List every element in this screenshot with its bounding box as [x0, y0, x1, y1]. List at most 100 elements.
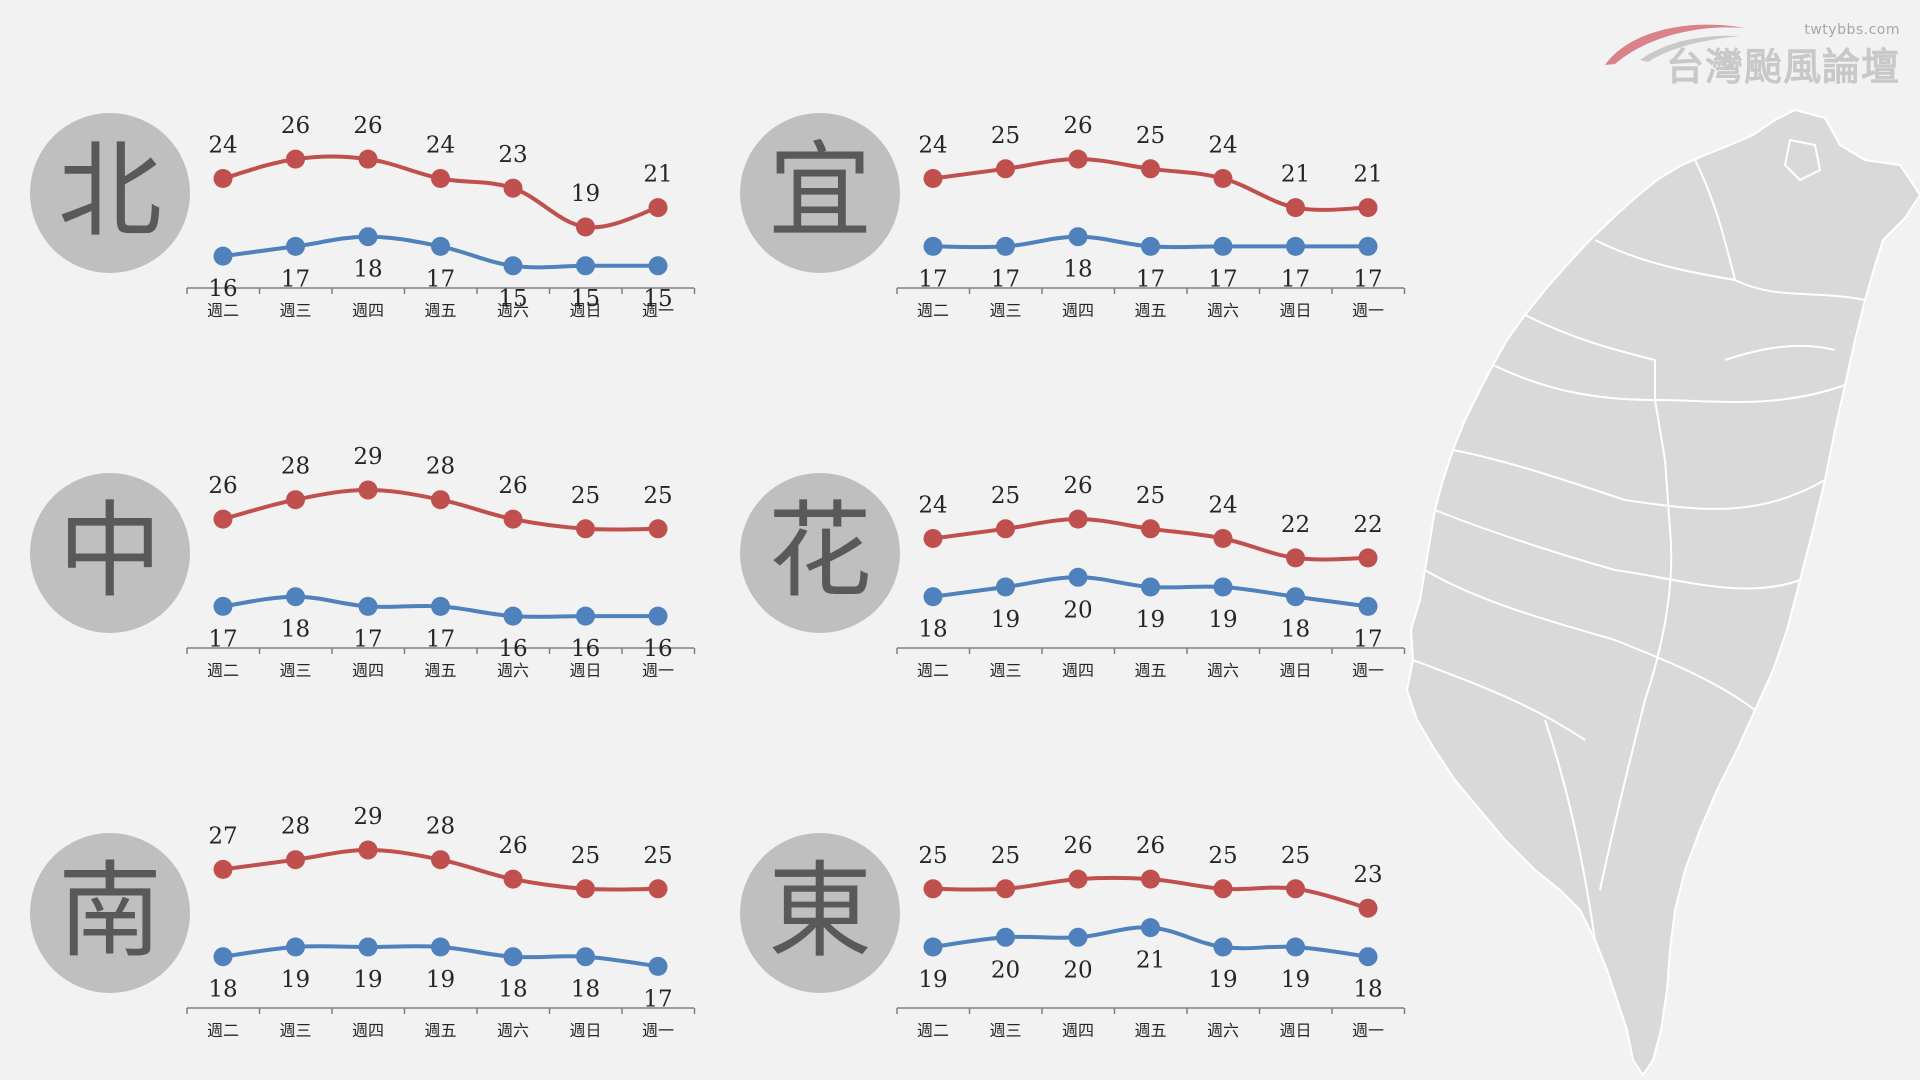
region-label: 南 [57, 850, 162, 972]
high-temp-label: 19 [571, 181, 600, 207]
x-tick-label: 週四 [1062, 661, 1094, 680]
high-temp-point [996, 519, 1015, 539]
x-tick-label: 週日 [1279, 661, 1311, 680]
x-tick-label: 週四 [352, 1021, 384, 1040]
low-temp-label: 17 [281, 266, 310, 292]
high-temp-label: 29 [353, 444, 382, 470]
high-temp-label: 24 [1208, 493, 1237, 519]
low-temp-point [1213, 236, 1233, 256]
x-tick-label: 週五 [1134, 661, 1166, 680]
low-temp-point [431, 236, 450, 256]
high-temp-point [923, 879, 943, 899]
x-tick-label: 週三 [989, 301, 1021, 320]
low-temp-label: 15 [643, 286, 672, 312]
low-temp-label: 17 [1353, 626, 1382, 652]
region-label: 東 [767, 850, 872, 972]
high-temp-point [431, 169, 450, 188]
low-temp-label: 18 [498, 977, 527, 1003]
high-temp-label: 22 [1353, 512, 1382, 538]
x-tick-label: 週五 [424, 1021, 456, 1040]
swoosh-icon [1605, 24, 1745, 65]
x-tick-label: 週六 [497, 301, 529, 320]
high-temp-point [1213, 169, 1233, 188]
x-tick-label: 週三 [279, 661, 311, 680]
high-temp-point [213, 509, 233, 529]
low-temp-label: 17 [1281, 266, 1310, 292]
x-tick-label: 週三 [279, 1021, 311, 1040]
low-temp-label: 18 [281, 617, 310, 643]
taiwan-island-shape [1405, 108, 1920, 1077]
low-temp-label: 15 [498, 286, 527, 312]
low-temp-point [1286, 236, 1305, 256]
x-tick-label: 週六 [1207, 661, 1239, 680]
low-temp-point [431, 937, 450, 957]
high-temp-point [576, 217, 595, 237]
low-temp-point [1068, 227, 1088, 247]
high-temp-point [648, 879, 668, 899]
high-temp-point [923, 529, 943, 548]
low-temp-point [358, 227, 378, 247]
low-temp-point [1068, 567, 1088, 587]
low-temp-point [576, 606, 595, 626]
high-temp-label: 25 [571, 483, 600, 509]
high-temp-label: 25 [643, 843, 672, 869]
line-chart: 週二 週三 週四 週五 週六 週日 週一 24 25 26 25 24 21 21 17 17 18 17 17 17… [896, 113, 1406, 320]
low-temp-label: 19 [918, 967, 947, 993]
high-temp-point [1358, 898, 1378, 918]
high-temp-point [431, 490, 450, 510]
x-tick-label: 週日 [569, 301, 601, 320]
forecast-panel: 南週二 週三 週四 週五 週六 週日 週一 27 28 29 28 26 25 25 18 19 19 19 18 1… [30, 770, 750, 1070]
low-temp-point [213, 246, 233, 266]
high-temp-label: 23 [1353, 862, 1382, 888]
x-tick-label: 週一 [642, 301, 674, 320]
low-temp-label: 18 [918, 617, 947, 643]
x-tick-label: 週五 [424, 661, 456, 680]
high-temp-label: 24 [918, 133, 947, 159]
high-temp-point [1286, 879, 1305, 899]
low-temp-point [1358, 947, 1378, 967]
low-temp-label: 17 [1353, 266, 1382, 292]
high-temp-point [213, 859, 233, 879]
x-tick-label: 週五 [1134, 301, 1166, 320]
taiwan-map [1405, 108, 1920, 1077]
x-tick-label: 週二 [917, 301, 949, 320]
region-badge: 東 [740, 833, 900, 993]
low-temp-label: 17 [643, 986, 672, 1012]
high-temp-label: 26 [498, 833, 527, 859]
high-temp-point [431, 850, 450, 870]
low-temp-label: 15 [571, 286, 600, 312]
high-temp-label: 28 [281, 814, 310, 840]
low-temp-point [213, 947, 233, 967]
high-temp-label: 21 [1353, 162, 1382, 188]
low-temp-label: 16 [643, 636, 672, 662]
low-temp-point [503, 606, 523, 626]
low-temp-label: 18 [571, 977, 600, 1003]
high-temp-label: 25 [991, 483, 1020, 509]
low-temp-label: 17 [1208, 266, 1237, 292]
x-tick-label: 週一 [642, 661, 674, 680]
x-tick-label: 週六 [497, 1021, 529, 1040]
high-temp-label: 23 [498, 142, 527, 168]
region-badge: 花 [740, 473, 900, 633]
high-temp-label: 28 [281, 454, 310, 480]
low-temp-label: 17 [918, 266, 947, 292]
high-temp-point [1358, 198, 1378, 218]
line-chart: 週二 週三 週四 週五 週六 週日 週一 24 26 26 24 23 19 21 16 17 18 17 15 15… [186, 113, 696, 320]
region-badge: 北 [30, 113, 190, 273]
x-tick-label: 週三 [989, 1021, 1021, 1040]
low-temp-label: 17 [991, 266, 1020, 292]
low-temp-label: 19 [1208, 967, 1237, 993]
low-temp-point [1358, 236, 1378, 256]
low-temp-point [648, 256, 668, 276]
high-temp-label: 27 [208, 823, 237, 849]
low-temp-point [996, 927, 1015, 947]
high-temp-point [213, 169, 233, 188]
high-temp-label: 26 [1063, 113, 1092, 139]
high-temp-point [358, 840, 378, 860]
low-temp-point [286, 937, 305, 957]
forecast-panel: 花週二 週三 週四 週五 週六 週日 週一 24 25 26 25 24 22 22 18 19 20 19 19 1… [740, 410, 1460, 710]
high-temp-label: 25 [1136, 123, 1165, 149]
low-temp-point [1286, 587, 1305, 607]
forecast-panel: 中週二 週三 週四 週五 週六 週日 週一 26 28 29 28 26 25 25 17 18 17 17 16 1… [30, 410, 750, 710]
line-chart: 週二 週三 週四 週五 週六 週日 週一 24 25 26 25 24 22 22 18 19 20 19 19 18… [896, 473, 1406, 680]
